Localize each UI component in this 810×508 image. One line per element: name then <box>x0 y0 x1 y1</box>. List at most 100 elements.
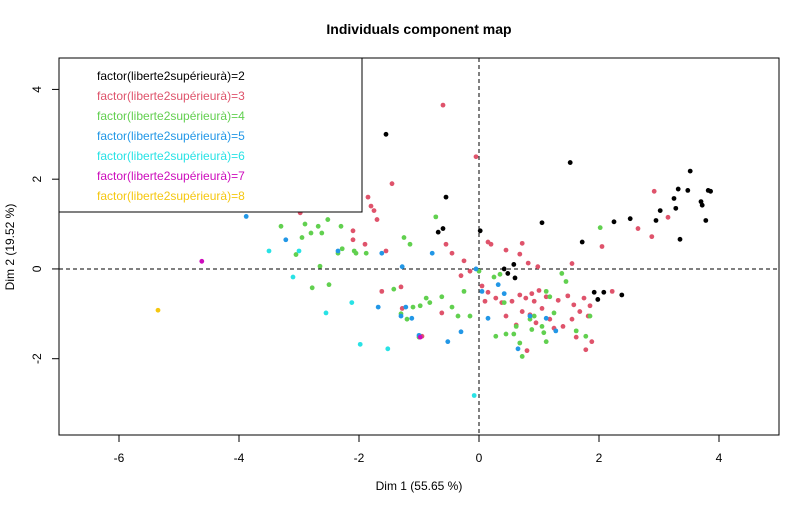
x-tick-label: 4 <box>716 451 723 465</box>
data-point-series-2 <box>371 208 377 213</box>
data-point-series-3 <box>410 304 416 310</box>
data-points <box>145 102 713 398</box>
data-point-series-2 <box>458 273 464 279</box>
data-point-series-3 <box>503 331 509 337</box>
y-tick-label: 4 <box>30 86 44 93</box>
data-point-series-4 <box>335 248 341 254</box>
data-point-series-1 <box>567 160 573 165</box>
x-tick-label: -6 <box>114 451 125 465</box>
data-point-series-2 <box>555 297 561 303</box>
y-tick-label: -2 <box>30 353 44 364</box>
data-point-series-3 <box>433 214 439 220</box>
data-point-series-2 <box>560 323 566 329</box>
data-point-series-2 <box>517 292 523 298</box>
data-point-series-4 <box>527 313 533 319</box>
data-point-series-5 <box>290 274 296 280</box>
legend: factor(liberte2supérieurà)=2 factor(liber… <box>58 57 363 213</box>
data-point-series-2 <box>482 298 488 304</box>
data-point-series-2 <box>365 194 371 200</box>
data-point-series-2 <box>374 217 380 222</box>
data-point-series-1 <box>687 168 693 174</box>
data-point-series-3 <box>539 323 545 329</box>
data-point-series-4 <box>501 291 507 297</box>
data-point-series-3 <box>551 310 557 316</box>
data-point-series-3 <box>467 313 473 319</box>
data-point-series-3 <box>531 313 537 319</box>
data-point-series-3 <box>491 274 497 280</box>
data-point-series-3 <box>363 250 369 256</box>
data-point-series-5 <box>471 393 477 398</box>
legend-entry: factor(liberte2supérieurà)=6 <box>97 149 245 163</box>
data-point-series-2 <box>581 295 587 301</box>
data-point-series-2 <box>473 154 479 160</box>
data-point-series-2 <box>493 295 499 301</box>
data-point-series-1 <box>511 262 517 267</box>
data-point-series-3 <box>315 223 321 229</box>
data-point-series-4 <box>458 329 464 335</box>
y-tick-label: 0 <box>30 265 44 272</box>
data-point-series-4 <box>429 250 435 256</box>
data-point-series-3 <box>317 263 323 269</box>
data-point-series-2 <box>665 214 671 220</box>
data-point-series-1 <box>595 297 601 302</box>
data-point-series-1 <box>673 205 679 211</box>
y-axis-label: Dim 2 (19.52 %) <box>3 204 17 291</box>
data-point-series-3 <box>587 313 593 319</box>
data-point-series-3 <box>338 223 344 229</box>
data-point-series-3 <box>293 252 299 257</box>
data-point-series-1 <box>653 218 659 223</box>
data-point-series-3 <box>559 271 565 276</box>
data-point-series-3 <box>547 294 553 300</box>
data-point-series-2 <box>440 102 446 108</box>
data-point-series-1 <box>383 131 389 137</box>
x-tick-label: 0 <box>476 451 483 465</box>
data-point-series-3 <box>493 333 499 339</box>
data-point-series-2 <box>533 320 539 326</box>
data-point-series-2 <box>635 226 641 231</box>
data-point-series-1 <box>671 196 677 201</box>
data-point-series-3 <box>543 339 549 345</box>
chart-title: Individuals component map <box>326 21 511 37</box>
data-point-series-3 <box>309 285 315 291</box>
data-point-series-7 <box>155 307 161 313</box>
data-point-series-1 <box>512 275 518 281</box>
plot-frame <box>58 57 780 436</box>
data-point-series-3 <box>449 304 455 310</box>
data-point-series-2 <box>539 306 545 311</box>
legend-entry: factor(liberte2supérieurà)=8 <box>97 189 245 203</box>
data-point-series-1 <box>675 186 681 192</box>
data-point-series-2 <box>503 247 509 253</box>
data-point-series-1 <box>579 239 585 245</box>
data-point-series-2 <box>379 288 385 294</box>
data-point-series-6 <box>199 258 205 264</box>
data-point-series-2 <box>383 248 389 254</box>
data-point-series-2 <box>519 309 525 314</box>
data-point-series-3 <box>563 279 569 284</box>
data-point-series-2 <box>524 348 530 354</box>
data-point-series-2 <box>449 250 455 256</box>
legend-entry: factor(liberte2supérieurà)=3 <box>97 89 245 103</box>
data-point-series-2 <box>488 241 494 247</box>
data-point-series-4 <box>473 266 479 272</box>
data-point-series-2 <box>573 334 579 340</box>
data-point-series-1 <box>435 229 441 235</box>
data-point-series-2 <box>519 240 525 246</box>
data-point-series-1 <box>627 216 633 222</box>
data-point-series-2 <box>439 310 445 316</box>
data-point-series-5 <box>357 341 363 347</box>
data-point-series-3 <box>497 271 503 277</box>
data-point-series-3 <box>404 316 410 322</box>
data-point-series-3 <box>455 313 461 319</box>
data-point-series-4 <box>409 315 415 321</box>
data-point-series-2 <box>485 289 491 295</box>
data-point-series-1 <box>657 208 663 213</box>
data-point-series-2 <box>651 188 657 194</box>
data-point-series-1 <box>619 292 625 298</box>
data-point-series-2 <box>531 298 537 304</box>
data-point-series-2 <box>529 291 535 297</box>
data-point-series-3 <box>278 223 284 229</box>
data-point-series-2 <box>535 264 541 270</box>
data-point-series-2 <box>525 260 531 266</box>
data-point-series-2 <box>577 309 583 314</box>
